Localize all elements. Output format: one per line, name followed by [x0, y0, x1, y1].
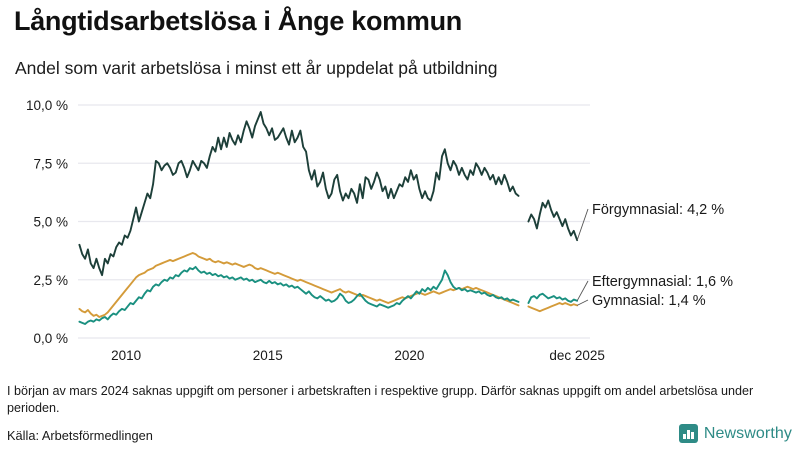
x-axis-tick-label: dec 2025 — [549, 348, 605, 363]
series-label-connector — [576, 280, 589, 301]
chart-plot-area: 0,0 % 2,5 % 5,0 % 7,5 % 10,0 % 2010 2015 2020 de… — [0, 90, 800, 370]
y-axis-tick-label: 0,0 % — [33, 331, 68, 346]
series-label-gymnasial: Gymnasial: 1,4 % — [592, 293, 706, 309]
y-axis-tick-label: 7,5 % — [33, 156, 68, 171]
series-label-förgymnasial: Förgymnasial: 4,2 % — [592, 202, 724, 218]
series-line-gymnasial — [78, 252, 520, 318]
series-label-connector — [576, 208, 589, 241]
bar-chart-icon — [678, 424, 698, 443]
y-axis-tick-label: 5,0 % — [33, 215, 68, 230]
chart-source: Källa: Arbetsförmedlingen — [7, 428, 153, 443]
newsworthy-logo: Newsworthy — [678, 424, 792, 443]
chart-subtitle: Andel som varit arbetslösa i minst ett å… — [15, 58, 498, 78]
brand-label: Newsworthy — [703, 424, 792, 442]
series-label-connector — [576, 299, 589, 306]
line-chart: 0,0 % 2,5 % 5,0 % 7,5 % 10,0 % 2010 2015 2020 de… — [26, 98, 733, 363]
series-line-förgymnasial — [78, 111, 520, 277]
series-line-eftergymnasial — [78, 265, 520, 325]
series-line-eftergymnasial — [527, 292, 579, 304]
y-axis-tick-label: 2,5 % — [33, 273, 68, 288]
x-axis-tick-label: 2015 — [253, 348, 283, 363]
y-axis-tick-label: 10,0 % — [26, 98, 68, 113]
x-axis-tick-label: 2020 — [394, 348, 424, 363]
series-label-eftergymnasial: Eftergymnasial: 1,6 % — [592, 274, 733, 290]
series-line-förgymnasial — [527, 199, 579, 242]
series-line-gymnasial — [527, 302, 579, 313]
x-axis-tick-label: 2010 — [111, 348, 141, 363]
page-title: Långtidsarbetslösa i Ånge kommun — [14, 6, 462, 36]
chart-footnote: I början av mars 2024 saknas uppgift om … — [7, 384, 754, 415]
